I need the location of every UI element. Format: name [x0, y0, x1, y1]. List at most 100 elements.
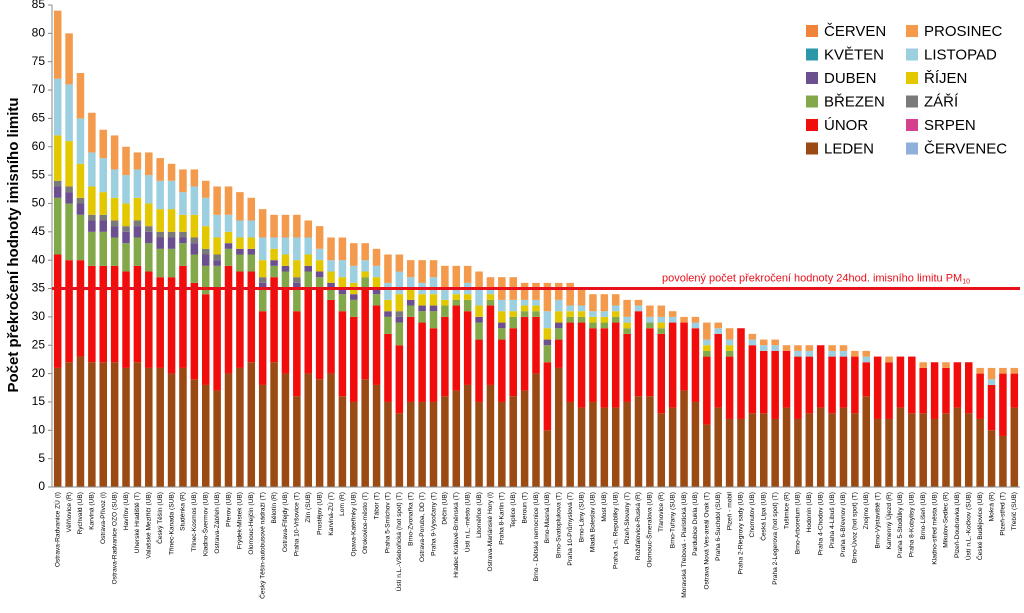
bar-segment: [270, 265, 278, 278]
bar-segment: [498, 328, 506, 340]
bar-segment: [463, 265, 472, 283]
bar-segment: [247, 248, 256, 255]
bar-segment: [691, 401, 700, 487]
bar-segment: [122, 203, 130, 227]
bar-segment: [543, 339, 552, 346]
bar-segment: [418, 305, 426, 312]
bar-segment: [862, 396, 871, 487]
bar-segment: [942, 362, 950, 368]
x-tick-label: Česká Lípa (UB): [759, 492, 768, 541]
bar-segment: [213, 265, 221, 289]
bar-segment: [555, 311, 563, 323]
x-tick-label: Hodonín (UB): [806, 492, 813, 532]
bar-segment: [53, 135, 62, 181]
legend-swatch: [806, 142, 818, 155]
bar-segment: [372, 265, 381, 278]
bar-segment: [236, 220, 244, 238]
bar-segment: [885, 418, 893, 487]
bar-segment: [668, 322, 677, 408]
bar-segment: [65, 141, 73, 187]
y-tick-label: 55: [32, 167, 46, 181]
bar-segment: [839, 345, 848, 351]
bar-segment: [76, 118, 85, 164]
legend-swatch: [806, 25, 818, 37]
bar-segment: [577, 288, 586, 306]
x-tick-label: Praha 10-Průmyslová (T): [566, 492, 574, 566]
x-tick-label: Kladno-střed města (UB): [931, 492, 938, 565]
bar-segment: [714, 328, 722, 334]
bar-segment: [987, 367, 996, 380]
bar-segment: [179, 169, 187, 193]
bar-segment: [338, 294, 347, 312]
bar-segment: [498, 401, 506, 487]
bar-segment: [293, 288, 301, 312]
bar-segment: [179, 367, 187, 487]
bar-segment: [53, 10, 62, 79]
bar-segment: [509, 396, 517, 487]
bar-segment: [589, 316, 597, 323]
y-tick-label: 50: [32, 196, 46, 210]
bar-segment: [384, 311, 392, 317]
bar-segment: [65, 84, 73, 142]
bar-segment: [338, 237, 347, 261]
bar-segment: [293, 282, 301, 289]
bar-segment: [577, 407, 586, 487]
bar-segment: [680, 390, 688, 487]
x-tick-label: Český Těšín (UB): [155, 492, 164, 544]
bar-segment: [987, 379, 996, 385]
bar-segment: [201, 384, 210, 487]
bar-segment: [816, 345, 825, 408]
bar-segment: [224, 248, 233, 266]
bar-segment: [156, 367, 164, 487]
legend-swatch: [806, 119, 818, 131]
bar-segment: [281, 214, 290, 238]
bar-segment: [794, 418, 802, 487]
bar-segment: [236, 237, 244, 249]
bar-segment: [600, 311, 609, 317]
bar-segment: [452, 390, 461, 487]
bar-segment: [236, 254, 244, 272]
y-tick-label: 45: [32, 224, 46, 238]
bar-segment: [201, 226, 210, 249]
bar-segment: [338, 396, 347, 487]
bar-segment: [304, 288, 312, 374]
x-tick-label: Olomouc-Šmeralova (UB): [645, 492, 654, 567]
bar-segment: [110, 265, 119, 363]
bar-segment: [110, 226, 119, 238]
y-tick-label: 30: [32, 309, 46, 323]
x-tick-label: Lom (R): [339, 492, 346, 516]
legend-swatch: [806, 48, 818, 61]
bar-segment: [338, 311, 347, 397]
x-tick-label: Pardubice Dukla (UB): [692, 492, 699, 556]
x-tick-label: Ústí n.L.-Všebořická (hot spot) (T): [394, 492, 403, 591]
bar-segment: [668, 316, 677, 323]
x-tick-label: Mladá Boleslav (UB): [590, 492, 597, 552]
x-tick-label: Ostrava-Fifejdy (UB): [282, 492, 289, 552]
x-tick-label: Kamenný Újezd (R): [884, 492, 893, 550]
bar-segment: [475, 305, 483, 317]
bar-segment: [133, 237, 142, 266]
bar-segment: [406, 277, 415, 289]
x-tick-label: Praha 6-Suchdol (SUB): [715, 492, 722, 561]
bar-segment: [486, 384, 495, 487]
bar-segment: [429, 277, 438, 295]
x-tick-label: Ostrava-Radvanice ZÚ (I): [52, 492, 61, 567]
bar-segment: [65, 192, 73, 204]
bar-segment: [942, 367, 950, 414]
bar-segment: [258, 237, 267, 261]
bar-segment: [611, 311, 620, 317]
bar-segment: [600, 294, 609, 312]
bar-segment: [145, 226, 153, 232]
bar-segment: [270, 260, 278, 266]
bar-segment: [167, 277, 176, 374]
bar-segment: [520, 316, 529, 391]
bar-segment: [258, 209, 267, 238]
bar-segment: [65, 260, 73, 363]
bar-segment: [258, 384, 267, 487]
bar-segment: [475, 401, 483, 487]
bar-segment: [999, 367, 1007, 374]
bar-segment: [555, 299, 563, 312]
bar-segment: [201, 180, 210, 198]
bar-segment: [942, 413, 950, 487]
